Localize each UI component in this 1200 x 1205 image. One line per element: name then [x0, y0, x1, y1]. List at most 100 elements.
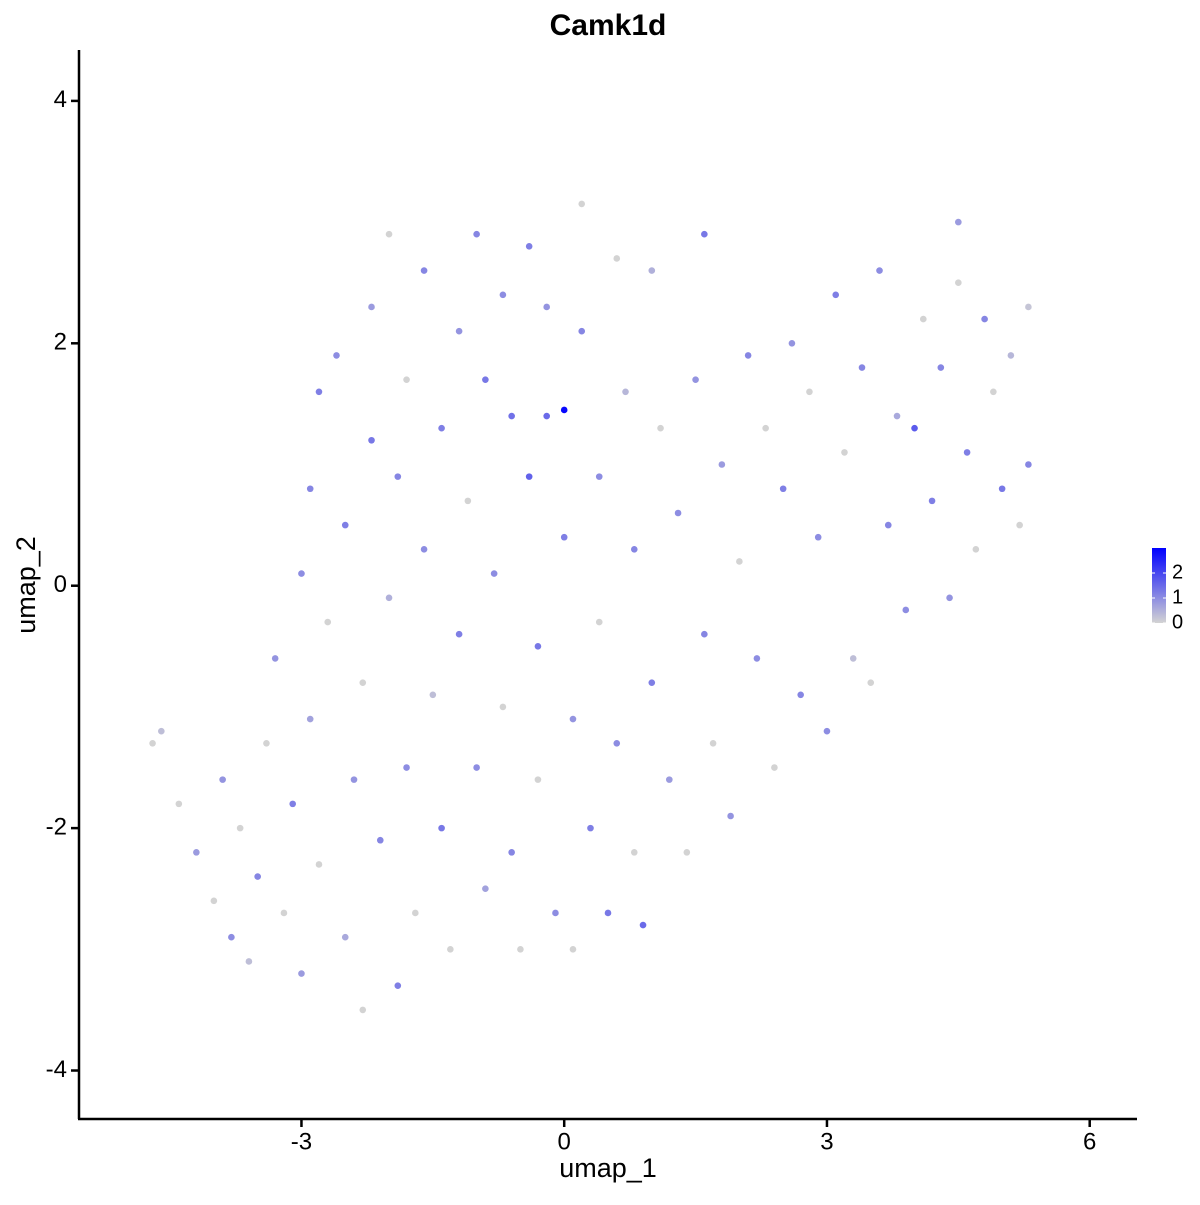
point [219, 776, 226, 783]
point [517, 946, 524, 953]
point [245, 958, 253, 965]
y-tick-label: 0 [54, 571, 67, 598]
point [701, 230, 708, 238]
x-tick-label: 3 [820, 1128, 833, 1155]
point [543, 303, 550, 311]
point [438, 424, 445, 432]
point [648, 267, 656, 274]
point [604, 909, 612, 917]
point [534, 776, 542, 783]
point [385, 230, 393, 238]
point [263, 739, 270, 747]
point [394, 473, 402, 480]
point [149, 739, 156, 747]
point [753, 655, 761, 662]
point [674, 509, 682, 517]
point [744, 352, 752, 359]
point [473, 230, 480, 238]
point [403, 764, 410, 771]
point [490, 570, 498, 577]
point [525, 243, 533, 250]
colorbar-label: 0 [1172, 611, 1183, 633]
point [350, 776, 358, 783]
point [455, 327, 463, 335]
point [482, 885, 489, 893]
point [333, 352, 340, 359]
point [1007, 352, 1015, 359]
point [630, 849, 638, 856]
point [228, 933, 235, 941]
x-tick-label: 0 [558, 1128, 571, 1155]
point [841, 449, 848, 456]
point [919, 315, 927, 323]
point [298, 570, 305, 577]
point [613, 255, 621, 262]
point [236, 824, 244, 832]
point [779, 485, 787, 493]
point [578, 327, 586, 335]
point [867, 679, 875, 686]
y-tick-label: 4 [54, 86, 67, 113]
x-tick-label: -3 [291, 1128, 312, 1155]
point [893, 412, 901, 420]
point [963, 449, 971, 456]
point [525, 473, 533, 480]
point [280, 909, 288, 917]
point [447, 946, 454, 953]
point [543, 412, 550, 420]
point [552, 909, 559, 917]
point [937, 364, 945, 371]
point [928, 497, 936, 505]
point [473, 764, 480, 771]
x-tick-label: 6 [1083, 1128, 1096, 1155]
point [534, 643, 542, 650]
point [709, 739, 717, 747]
point [692, 376, 699, 383]
point [464, 497, 472, 505]
point [438, 824, 445, 832]
point [858, 364, 866, 371]
point [359, 679, 367, 686]
colorbar-label: 1 [1172, 586, 1183, 608]
point [271, 655, 279, 662]
point [797, 691, 804, 699]
point [569, 715, 577, 723]
point [595, 618, 603, 626]
point [1025, 461, 1032, 468]
point [587, 824, 594, 832]
point [315, 388, 323, 396]
point [420, 546, 428, 553]
point [403, 376, 410, 383]
point [998, 485, 1006, 493]
point [736, 558, 743, 565]
point [306, 485, 314, 493]
y-axis-title: umap_2 [11, 536, 41, 634]
point [788, 340, 796, 347]
point [298, 970, 305, 977]
point [718, 461, 726, 468]
y-tick-label: -4 [46, 1056, 67, 1083]
point [508, 412, 515, 420]
point [727, 812, 734, 820]
point [499, 291, 507, 299]
point [832, 291, 840, 299]
point [595, 473, 603, 480]
point [499, 703, 507, 711]
point [254, 873, 261, 880]
point [955, 279, 962, 287]
point [666, 776, 673, 783]
point [315, 861, 323, 868]
point [981, 315, 988, 323]
point [569, 946, 577, 953]
point [884, 521, 892, 529]
point [849, 655, 857, 662]
point [806, 388, 813, 396]
point [648, 679, 656, 686]
x-axis-title: umap_1 [559, 1153, 657, 1183]
point [368, 436, 375, 444]
point [657, 424, 664, 432]
point [972, 546, 980, 553]
point [955, 218, 962, 226]
point [412, 909, 419, 917]
